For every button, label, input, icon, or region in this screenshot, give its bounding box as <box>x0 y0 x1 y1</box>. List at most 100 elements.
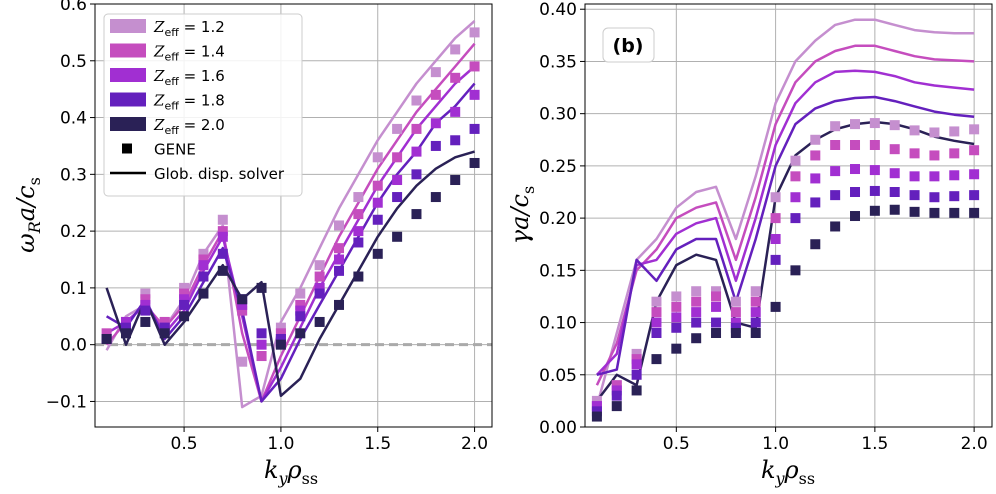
gene-marker-z14 <box>140 294 151 305</box>
gene-marker-z20 <box>469 157 480 168</box>
gene-marker-z14 <box>889 144 900 155</box>
gene-marker-z18 <box>256 328 267 339</box>
gene-marker-z14 <box>830 140 841 150</box>
gene-marker-z16 <box>711 301 722 312</box>
gene-marker-z18 <box>810 197 821 208</box>
gene-marker-z12 <box>469 27 480 38</box>
legend-swatch-z12 <box>110 19 146 33</box>
panel-b-frame <box>584 3 993 428</box>
gene-marker-z16 <box>631 359 642 370</box>
gene-marker-z14 <box>949 148 960 159</box>
y-tick-label: 0.10 <box>539 314 577 334</box>
gene-marker-z18 <box>770 254 781 265</box>
legend-swatch-z18 <box>110 92 146 107</box>
gene-marker-z14 <box>411 123 422 134</box>
gene-marker-z20 <box>430 192 441 203</box>
panel-a-xlabel: kyρss <box>264 456 318 488</box>
legend-label-gene: GENE <box>154 141 196 159</box>
gene-marker-z18 <box>392 192 403 203</box>
gene-marker-z18 <box>969 190 980 201</box>
gene-marker-z14 <box>691 296 702 307</box>
y-tick-label: 0.0 <box>60 336 87 356</box>
gene-marker-z18 <box>591 406 602 417</box>
gene-marker-z20 <box>830 221 841 232</box>
gene-marker-z16 <box>651 317 662 328</box>
gene-marker-z20 <box>179 311 190 322</box>
gene-marker-z16 <box>591 401 602 412</box>
gene-marker-z16 <box>889 168 900 179</box>
gene-marker-z18 <box>295 311 306 322</box>
gene-marker-z16 <box>469 89 480 100</box>
gene-marker-z12 <box>411 95 422 106</box>
gene-marker-z18 <box>430 140 441 151</box>
x-tick-label: 2.0 <box>961 434 988 454</box>
x-tick-label: 1.5 <box>364 434 391 454</box>
gene-marker-z14 <box>198 254 209 265</box>
gene-marker-z12 <box>810 134 821 145</box>
x-tick-label: 0.5 <box>171 434 198 454</box>
gene-marker-z12 <box>179 282 190 293</box>
gene-marker-z16 <box>671 312 682 323</box>
gene-marker-z16 <box>120 316 131 327</box>
gene-marker-z20 <box>334 299 345 310</box>
gene-marker-z18 <box>372 214 383 225</box>
gene-marker-z20 <box>850 211 861 222</box>
x-tick-label: 0.5 <box>663 434 690 454</box>
y-tick-label: 0.40 <box>539 0 577 20</box>
gene-marker-z16 <box>237 299 248 310</box>
gene-marker-z20 <box>611 401 622 412</box>
gene-marker-z12 <box>314 260 325 271</box>
gene-marker-z20 <box>969 207 980 218</box>
gene-marker-z20 <box>120 328 131 339</box>
gene-marker-z18 <box>159 322 170 333</box>
gene-marker-z18 <box>909 190 920 201</box>
gene-marker-z20 <box>450 175 461 186</box>
panel-b-gamma-chart: 0.5 1.0 1.5 2.0 0.00 0.05 0.10 0.15 0.20 0.25 0.30… <box>506 0 993 488</box>
gene-marker-z20 <box>353 271 364 282</box>
gene-marker-z20 <box>750 328 761 338</box>
gene-marker-z16 <box>770 234 781 244</box>
gene-marker-z16 <box>929 171 940 182</box>
gene-marker-z14 <box>631 354 642 365</box>
gene-marker-z20 <box>140 316 151 327</box>
gene-marker-z20 <box>770 301 781 312</box>
gene-marker-z18 <box>730 322 741 333</box>
solver-line-z12 <box>595 18 975 407</box>
y-tick-label: 0.4 <box>60 109 87 129</box>
y-tick-label: 0.00 <box>539 418 577 438</box>
gene-marker-z12 <box>430 67 441 78</box>
gene-marker-z14 <box>217 226 228 237</box>
gene-marker-z14 <box>237 305 248 316</box>
gene-marker-z12 <box>198 248 209 259</box>
gene-marker-z18 <box>711 317 722 328</box>
panel-a-omega-chart: 0.5 1.0 1.5 2.0 −0.1 0.0 0.1 0.2 0.3 0.4 0.5 0.6 ky… <box>12 0 493 488</box>
gene-marker-z16 <box>850 164 861 175</box>
gene-marker-z18 <box>691 317 702 328</box>
gene-marker-z14 <box>611 380 622 391</box>
gene-marker-z20 <box>256 282 267 293</box>
gene-marker-z20 <box>909 206 920 217</box>
gene-marker-z20 <box>631 385 642 396</box>
gene-marker-z12 <box>140 288 151 299</box>
gene-marker-z18 <box>469 123 480 134</box>
gene-marker-z20 <box>411 209 422 220</box>
solver-line-z16 <box>595 69 975 376</box>
legend-swatch-z14 <box>110 43 146 58</box>
panel-a-ticks: 0.5 1.0 1.5 2.0 −0.1 0.0 0.1 0.2 0.3 0.4 0.5 0.6 <box>46 0 488 454</box>
gene-marker-z12 <box>790 155 801 166</box>
gene-marker-z20 <box>730 328 741 338</box>
gene-marker-z18 <box>217 248 228 259</box>
gene-marker-z14 <box>651 307 662 318</box>
gene-marker-z12 <box>671 291 682 302</box>
gene-marker-z14 <box>101 328 112 339</box>
gene-marker-z18 <box>120 322 131 333</box>
gene-marker-z20 <box>869 205 880 216</box>
gene-marker-z14 <box>671 301 682 312</box>
solver-line-z14 <box>595 44 975 386</box>
gene-marker-z16 <box>691 307 702 318</box>
gene-marker-z14 <box>314 271 325 282</box>
gene-marker-z12 <box>295 288 306 299</box>
gene-marker-z12 <box>889 120 900 131</box>
gene-marker-z18 <box>949 191 960 202</box>
